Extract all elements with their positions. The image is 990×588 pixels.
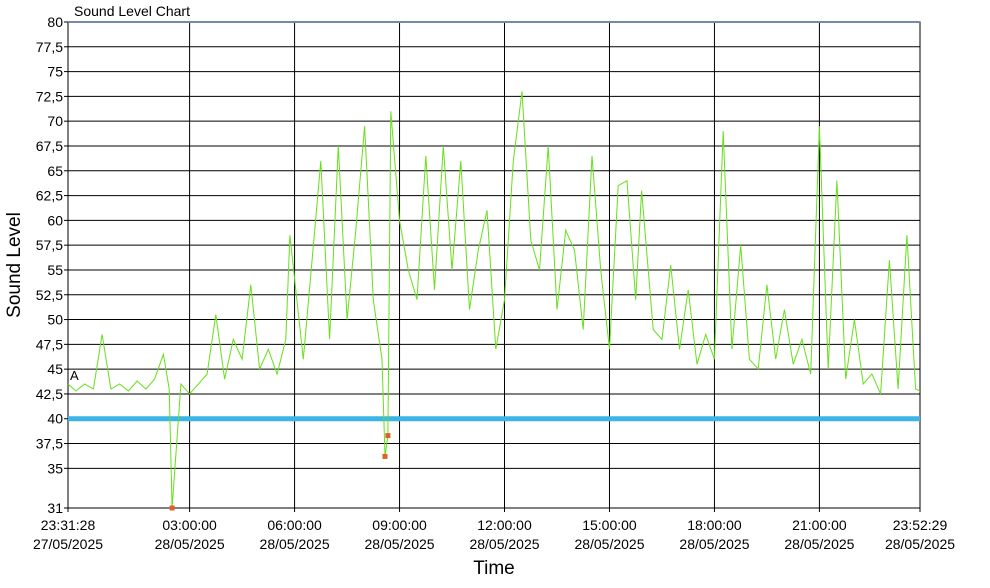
x-tick-label-line: 28/05/2025 xyxy=(574,536,644,552)
x-tick-label-line: 12:00:00 xyxy=(477,517,532,533)
y-tick-label: 50 xyxy=(47,312,63,328)
y-tick-label: 75 xyxy=(47,64,63,80)
chart-title: Sound Level Chart xyxy=(74,3,190,19)
plot-frame xyxy=(67,21,921,509)
x-tick-label: 15:00:00 28/05/2025 xyxy=(574,517,644,552)
y-tick-label: 60 xyxy=(47,212,63,228)
x-tick-label-line: 28/05/2025 xyxy=(679,536,749,552)
x-tick-label-line: 28/05/2025 xyxy=(365,536,435,552)
x-tick-label-line: 28/05/2025 xyxy=(885,536,955,552)
annotation: A xyxy=(70,368,79,383)
x-tick-label-line: 06:00:00 xyxy=(267,517,322,533)
x-tick-label: 21:00:00 28/05/2025 xyxy=(784,517,854,552)
y-tick-label: 77,5 xyxy=(36,39,63,55)
x-tick-label-line: 23:31:28 xyxy=(41,517,96,533)
x-tick-label: 12:00:00 28/05/2025 xyxy=(469,517,539,552)
x-tick-label: 23:31:28 27/05/2025 xyxy=(33,517,103,552)
x-tick-label-line: 03:00:00 xyxy=(162,517,217,533)
x-tick-label-line: 28/05/2025 xyxy=(155,536,225,552)
y-tick-label: 47,5 xyxy=(36,336,63,352)
y-tick-label: 55 xyxy=(47,262,63,278)
x-tick-label: 23:52:29 28/05/2025 xyxy=(885,517,955,552)
marker xyxy=(385,433,391,439)
x-tick-label: 06:00:00 28/05/2025 xyxy=(260,517,330,552)
y-axis-label: Sound Level xyxy=(4,212,25,318)
y-tick-label: 42,5 xyxy=(36,386,63,402)
y-tick-label: 40 xyxy=(47,411,63,427)
x-tick-label-line: 28/05/2025 xyxy=(784,536,854,552)
y-tick-label: 52,5 xyxy=(36,287,63,303)
x-tick-label: 18:00:00 28/05/2025 xyxy=(679,517,749,552)
y-tick-label: 37,5 xyxy=(36,436,63,452)
y-tick-label: 65 xyxy=(47,163,63,179)
x-axis-label: Time xyxy=(473,558,515,579)
x-tick-label-line: 23:52:29 xyxy=(893,517,948,533)
x-tick-label: 03:00:00 28/05/2025 xyxy=(155,517,225,552)
y-tick-label: 57,5 xyxy=(36,237,63,253)
y-tick-label: 31 xyxy=(47,500,63,516)
marker xyxy=(169,505,175,511)
marker xyxy=(382,453,388,459)
x-tick-label-line: 09:00:00 xyxy=(372,517,427,533)
x-tick-label-line: 18:00:00 xyxy=(687,517,742,533)
x-tick-label-line: 21:00:00 xyxy=(792,517,847,533)
x-tick-label-line: 27/05/2025 xyxy=(33,536,103,552)
x-tick-label: 09:00:00 28/05/2025 xyxy=(365,517,435,552)
x-tick-label-line: 15:00:00 xyxy=(582,517,637,533)
x-tick-label-line: 28/05/2025 xyxy=(260,536,330,552)
y-tick-label: 70 xyxy=(47,113,63,129)
y-tick-label: 35 xyxy=(47,460,63,476)
y-tick-label: 45 xyxy=(47,361,63,377)
y-tick-label: 72,5 xyxy=(36,88,63,104)
y-tick-label: 62,5 xyxy=(36,188,63,204)
y-tick-label: 80 xyxy=(47,14,63,30)
sound-line xyxy=(67,91,921,509)
y-tick-label: 67,5 xyxy=(36,138,63,154)
x-tick-label-line: 28/05/2025 xyxy=(469,536,539,552)
